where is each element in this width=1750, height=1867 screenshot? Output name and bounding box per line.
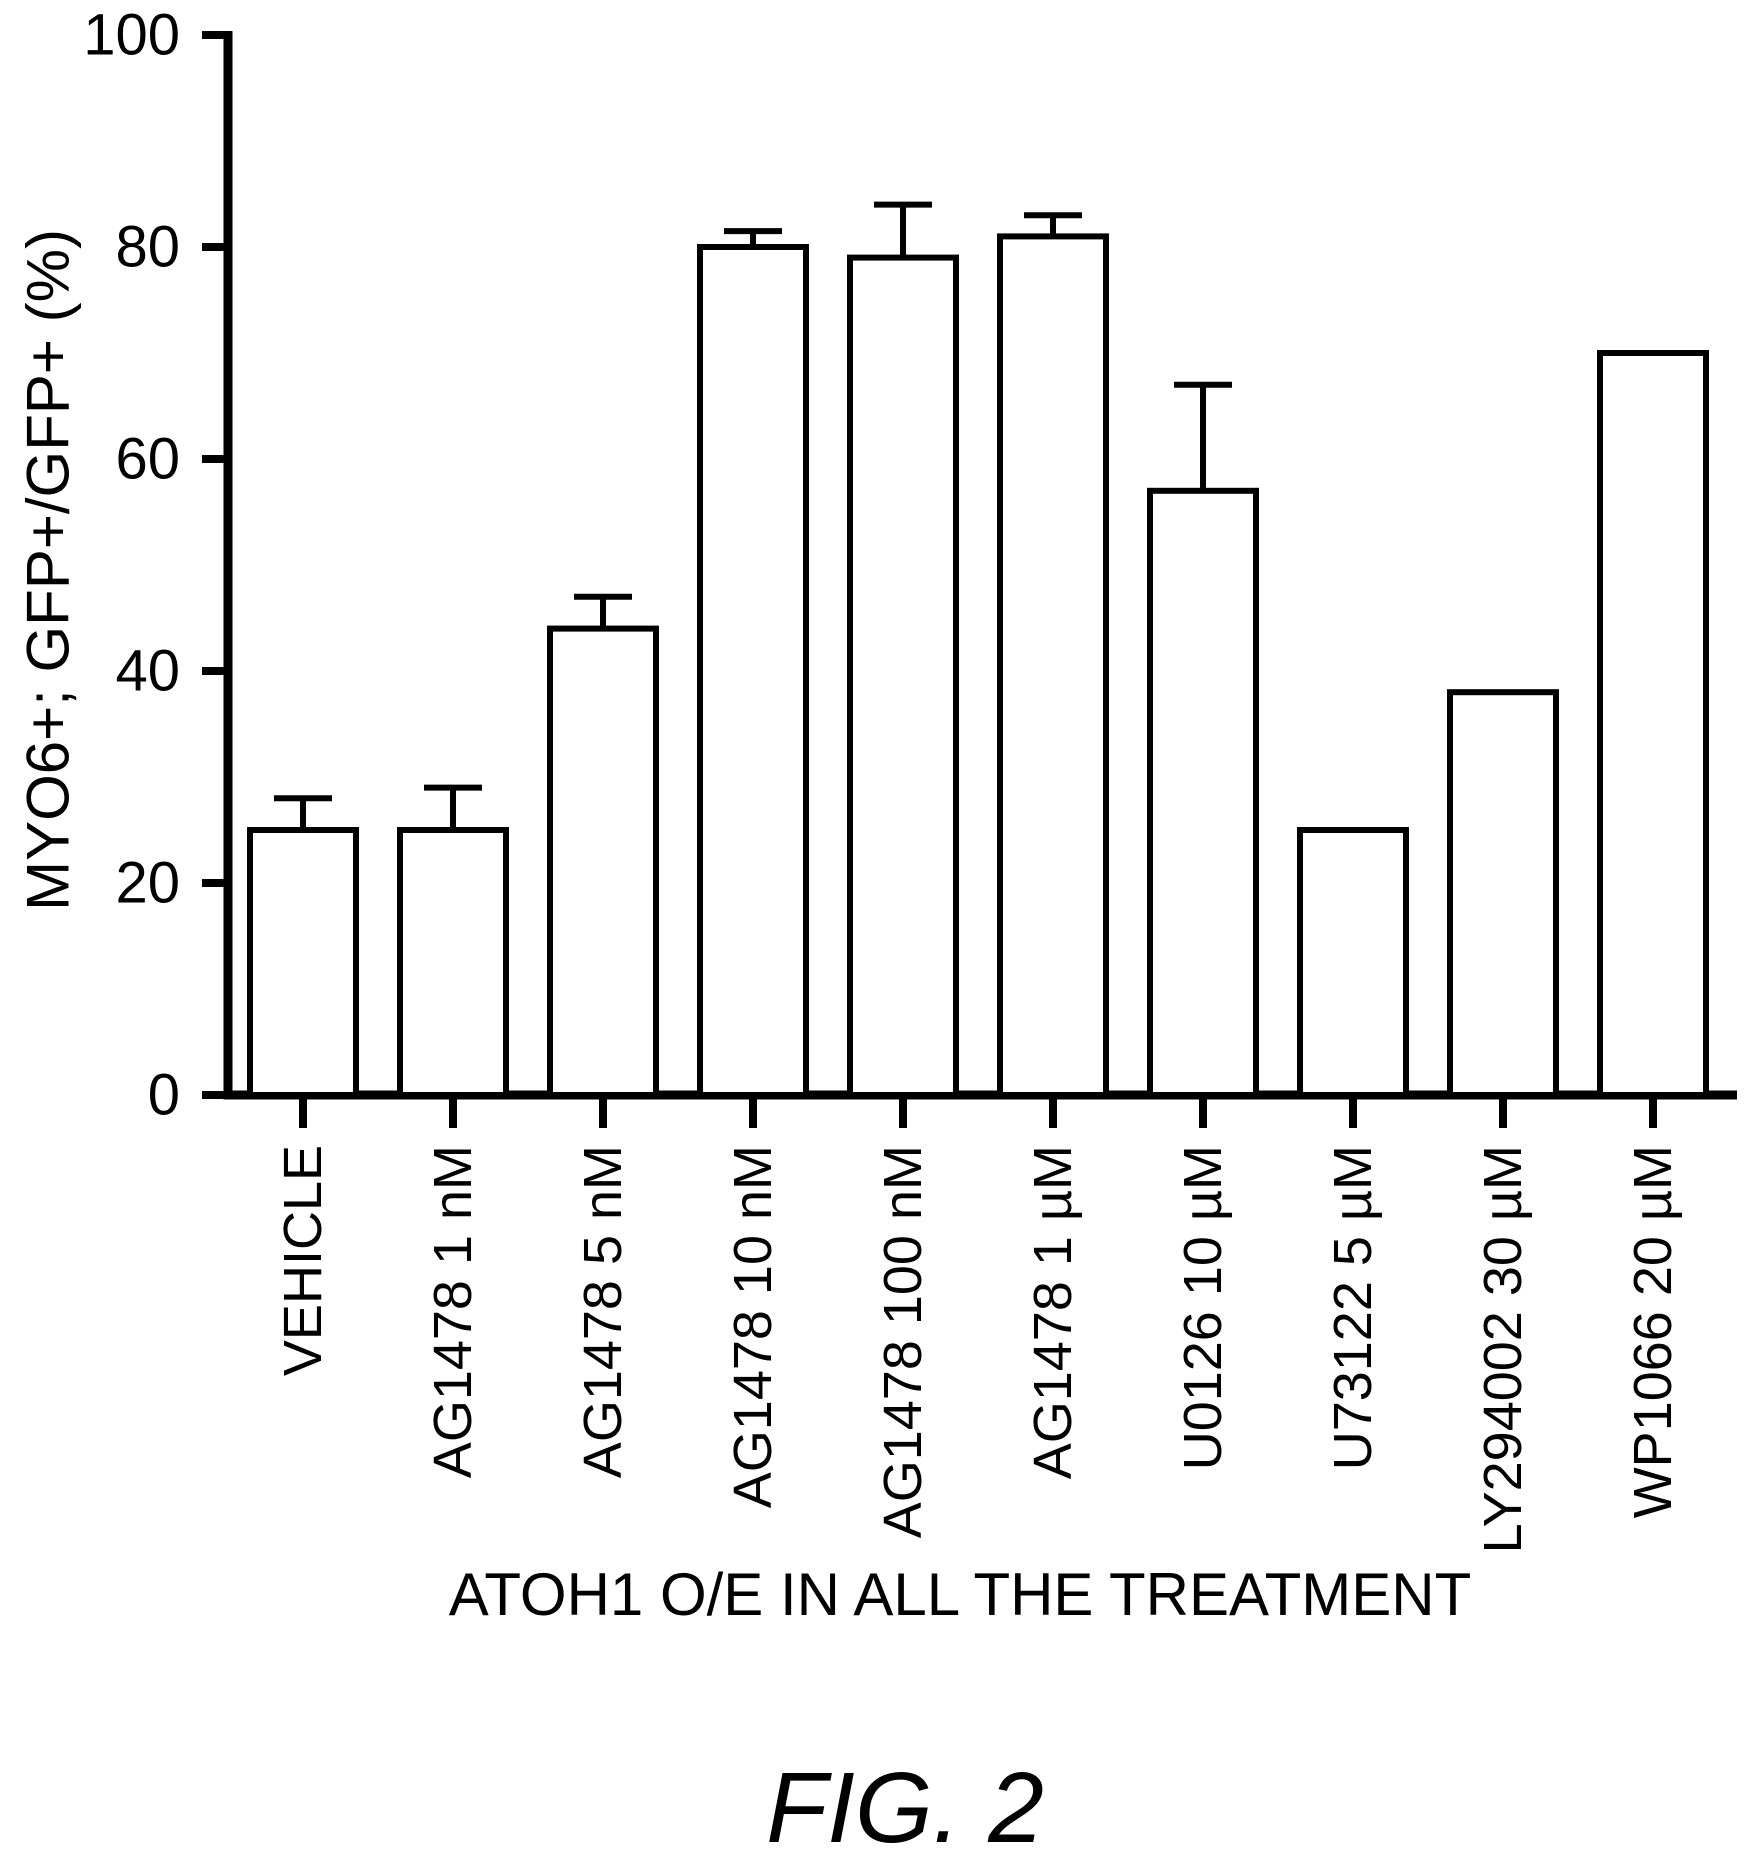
bar [997, 233, 1109, 1098]
y-axis-ticks: 0 20 40 60 80 100 [83, 3, 228, 1128]
y-axis-title: MYO6+; GFP+/GFP+ (%) [15, 229, 82, 911]
x-category-label: LY294002 30 µM [1473, 1145, 1533, 1553]
x-category-label: AG1478 10 nM [723, 1145, 783, 1508]
x-category-label: AG1478 1 µM [1023, 1145, 1083, 1479]
y-tick-label: 60 [115, 427, 180, 492]
x-category-label: AG1478 5 nM [573, 1145, 633, 1478]
bar [1297, 827, 1409, 1098]
bar [1597, 350, 1709, 1098]
x-category-label: U0126 10 µM [1173, 1145, 1233, 1470]
bar [547, 625, 659, 1098]
error-bars-group [274, 201, 1232, 830]
y-tick-label: 100 [83, 3, 180, 68]
bar [247, 827, 359, 1098]
bar [1147, 487, 1259, 1098]
x-axis-title: ATOH1 O/E IN ALL THE TREATMENT [449, 1561, 1471, 1628]
x-category-label: U73122 5 µM [1323, 1145, 1383, 1470]
bar [697, 244, 809, 1098]
y-tick-label: 80 [115, 215, 180, 280]
y-tick-label: 20 [115, 851, 180, 916]
figure-caption: FIG. 2 [766, 1752, 1044, 1862]
x-category-label: AG1478 100 nM [873, 1145, 933, 1538]
y-tick-label: 0 [148, 1063, 180, 1128]
x-axis-ticks [299, 1099, 1657, 1128]
bars-group [247, 233, 1709, 1099]
bar [397, 827, 509, 1098]
y-tick-label: 40 [115, 639, 180, 704]
x-category-labels: VEHICLE AG1478 1 nM AG1478 5 nM AG1478 10 n… [273, 1145, 1683, 1553]
x-category-label: WP1066 20 µM [1623, 1145, 1683, 1518]
bar [847, 254, 959, 1099]
plot-area: 0 20 40 60 80 100 VEHICLE AG1478 1 nM AG1478 5 … [83, 3, 1737, 1553]
bar [1447, 689, 1559, 1098]
x-category-label: AG1478 1 nM [423, 1145, 483, 1478]
x-category-label: VEHICLE [273, 1145, 333, 1376]
